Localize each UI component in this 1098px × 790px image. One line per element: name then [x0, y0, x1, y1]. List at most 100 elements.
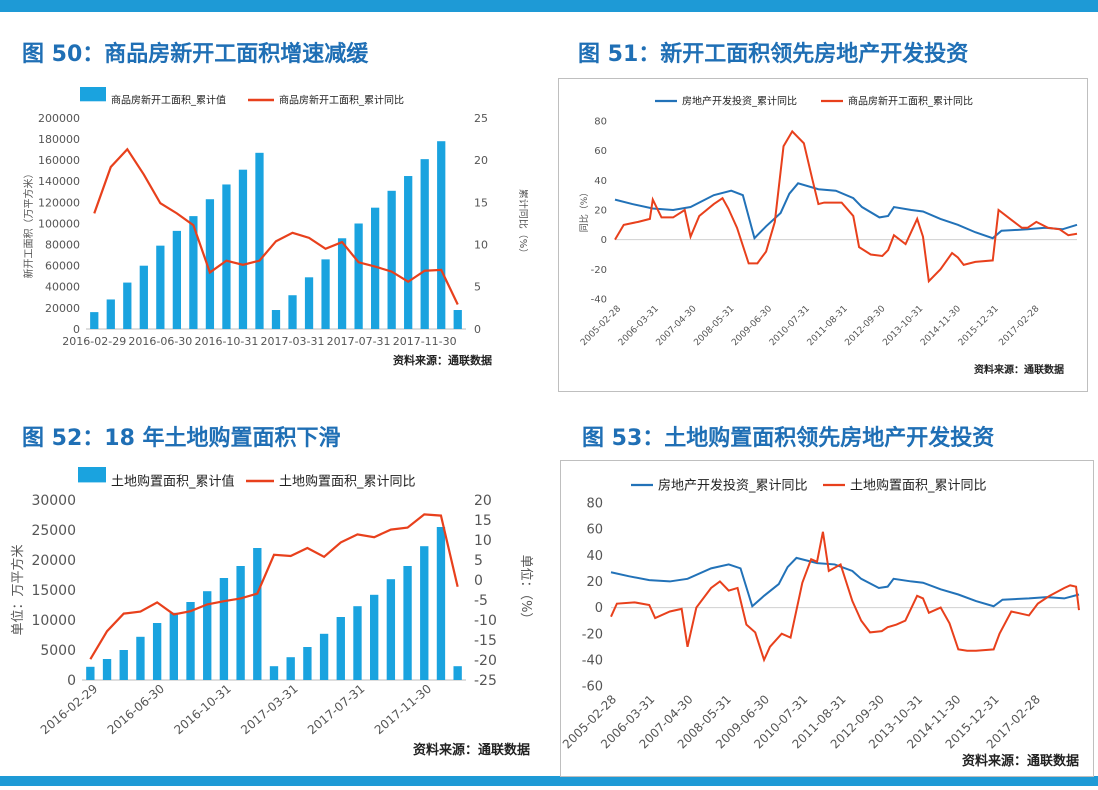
y-right-tick-label: -25 — [474, 673, 497, 689]
bar — [353, 606, 362, 680]
y-right-tick-label: 0 — [474, 323, 481, 336]
bar — [106, 299, 115, 329]
y-tick-label: -20 — [591, 265, 607, 276]
bar — [304, 277, 314, 329]
y-left-axis-label: 新开工面积（万平方米） — [22, 169, 35, 279]
chart-53: 房地产开发投资_累计同比 土地购置面积_累计同比 80 60 40 20 0 -20 -40 -6… — [560, 478, 1080, 769]
series-line-red — [614, 129, 1078, 284]
chart-52-title: 图 52：18 年土地购置面积下滑 — [22, 426, 341, 451]
y-right-tick-label: 25 — [474, 112, 488, 125]
y-left-tick-label: 120000 — [38, 196, 80, 209]
series-line-blue — [614, 182, 1078, 241]
series-line — [89, 513, 459, 660]
y-tick-label: -40 — [582, 653, 603, 668]
chart-50-title: 图 50：商品房新开工面积增速减缓 — [22, 42, 369, 67]
x-tick-label: 2017-07-31 — [327, 335, 391, 348]
y-left-tick-label: 0 — [73, 323, 80, 336]
x-tick-label: 2015-12-31 — [957, 304, 1001, 348]
x-tick-label: 2016-06-30 — [105, 682, 167, 738]
y-right-tick-label: 20 — [474, 493, 492, 509]
bar — [271, 310, 281, 329]
x-tick-label: 2017-11-30 — [393, 335, 457, 348]
y-left-tick-label: 10000 — [31, 613, 76, 629]
bar — [453, 310, 462, 329]
y-tick-label: 80 — [586, 497, 603, 512]
y-tick-label: 60 — [586, 523, 603, 538]
bar — [123, 282, 132, 329]
bar — [238, 169, 248, 329]
y-left-tick-label: 15000 — [31, 583, 76, 599]
bar — [420, 159, 429, 329]
y-left-tick-label: 25000 — [31, 523, 76, 539]
bar — [203, 591, 212, 680]
x-tick-label: 2016-06-30 — [128, 335, 192, 348]
bar — [169, 612, 178, 680]
x-tick-label: 2016-02-29 — [38, 682, 100, 738]
series-line-blue — [610, 556, 1080, 609]
y-tick-label: 40 — [594, 176, 607, 187]
y-tick-label: 80 — [594, 117, 607, 128]
y-left-tick-label: 140000 — [38, 175, 80, 188]
y-right-tick-label: 5 — [474, 281, 481, 294]
y-tick-label: 0 — [601, 235, 607, 246]
y-left-tick-label: 30000 — [31, 493, 76, 509]
bar — [321, 259, 330, 329]
bar — [370, 594, 379, 680]
y-right-tick-label: 15 — [474, 196, 488, 209]
y-left-tick-label: 100000 — [38, 217, 80, 230]
y-tick-label: -60 — [582, 680, 603, 695]
y-left-axis-label: 单位：万平方米 — [10, 544, 26, 635]
bar — [436, 527, 446, 680]
x-tick-label: 2017-03-31 — [238, 682, 300, 738]
bar — [387, 190, 396, 329]
y-left-tick-label: 20000 — [31, 553, 76, 569]
chart-50: 商品房新开工面积_累计值 商品房新开工面积_累计同比 0 20000 40000 6000… — [22, 87, 530, 367]
y-right-tick-label: 20 — [474, 154, 488, 167]
chart-53-title: 图 53：土地购置面积领先房地产开发投资 — [582, 426, 995, 451]
y-right-axis-label: 单位：（%） — [518, 555, 533, 626]
source-note: 资料来源：通联数据 — [413, 742, 530, 758]
y-right-tick-label: -20 — [474, 653, 497, 669]
y-right-axis-label: 累计同比（%） — [517, 189, 528, 259]
bar — [403, 566, 412, 680]
bar — [119, 650, 128, 680]
chart-52: 土地购置面积_累计值 土地购置面积_累计同比 0 5000 10000 15000 2000… — [10, 467, 533, 758]
bar — [186, 602, 195, 680]
bar — [172, 230, 181, 329]
bar — [269, 666, 279, 680]
source-note: 资料来源：通联数据 — [962, 753, 1079, 769]
bar — [222, 184, 231, 329]
bar — [139, 265, 148, 329]
y-left-tick-label: 160000 — [38, 154, 80, 167]
x-tick-label: 2017-03-31 — [261, 335, 325, 348]
source-note: 资料来源：通联数据 — [393, 353, 492, 367]
y-tick-label: 40 — [586, 549, 603, 564]
bar — [152, 623, 162, 680]
legend-label-blue: 房地产开发投资_累计同比 — [682, 95, 797, 108]
bar — [420, 546, 429, 680]
bar — [286, 657, 295, 680]
bar — [156, 245, 165, 329]
bar — [354, 223, 363, 329]
x-tick-label: 2017-11-30 — [372, 682, 434, 738]
y-right-tick-label: 15 — [474, 513, 492, 529]
y-right-tick-label: 5 — [474, 553, 483, 569]
bar — [205, 199, 215, 329]
legend-swatch-bar — [78, 467, 106, 483]
legend-label-red: 商品房新开工面积_累计同比 — [848, 95, 973, 108]
bar — [86, 666, 95, 680]
legend-swatch-bar — [80, 87, 106, 102]
x-tick-label: 2016-10-31 — [194, 335, 258, 348]
x-tick-label: 2017-02-28 — [997, 304, 1041, 348]
chart-51-panel: 房地产开发投资_累计同比 商品房新开工面积_累计同比 80 60 40 20 0 -20 -40… — [558, 78, 1088, 392]
bar — [319, 633, 329, 680]
bar — [288, 295, 297, 329]
y-tick-label: 0 — [595, 601, 603, 616]
y-right-tick-label: -15 — [474, 633, 497, 649]
y-tick-label: 20 — [594, 206, 607, 217]
source-note: 资料来源：通联数据 — [974, 363, 1064, 376]
bottom-accent-bar — [0, 776, 1098, 786]
y-right-tick-label: 0 — [474, 573, 483, 589]
chart-51: 房地产开发投资_累计同比 商品房新开工面积_累计同比 80 60 40 20 0 -20 -40… — [578, 95, 1078, 376]
bar — [189, 216, 198, 329]
